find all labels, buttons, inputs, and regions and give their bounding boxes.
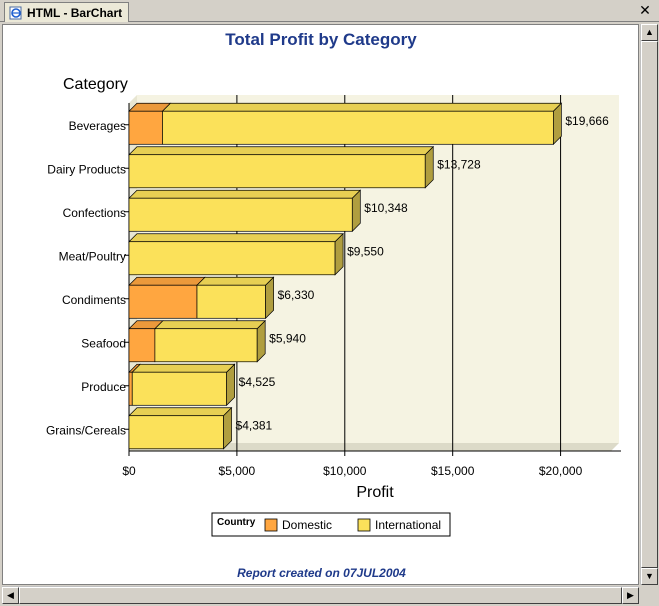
x-tick-label: $15,000 — [431, 464, 475, 478]
y-tick-label: Produce — [81, 380, 126, 394]
bar-side — [334, 232, 344, 276]
bar-domestic — [128, 328, 156, 363]
bar-international — [128, 241, 336, 276]
y-tick-label: Condiments — [62, 293, 126, 307]
bar-top-international — [196, 276, 275, 286]
tab-barchart[interactable]: HTML - BarChart — [4, 2, 130, 22]
y-tick-label: Seafood — [81, 336, 126, 350]
data-label: $19,666 — [565, 114, 609, 128]
y-tick-label: Dairy Products — [47, 162, 126, 176]
bar-international — [196, 284, 266, 319]
legend-title: Country — [217, 517, 256, 528]
chart-title: Total Profit by Category — [225, 30, 417, 49]
data-label: $9,550 — [347, 244, 384, 258]
bar-top-international — [131, 363, 236, 373]
ie-page-icon — [9, 6, 23, 20]
data-label: $13,728 — [437, 157, 481, 171]
legend-swatch-international — [357, 518, 371, 532]
bar-top-domestic — [128, 276, 206, 286]
bar-side — [424, 145, 434, 189]
tab-bar: HTML - BarChart ✕ — [0, 0, 659, 22]
legend-swatch-domestic — [264, 518, 278, 532]
y-tick-label: Confections — [63, 206, 126, 220]
bar-side — [553, 102, 562, 146]
data-label: $4,381 — [236, 418, 273, 432]
x-tick-label: $0 — [122, 464, 136, 478]
bar-international — [128, 415, 224, 450]
bar-side — [226, 363, 235, 407]
x-tick-label: $5,000 — [219, 464, 256, 478]
bar-side — [265, 276, 274, 320]
x-axis-label: Profit — [356, 484, 394, 501]
scroll-right-button[interactable]: ▶ — [622, 587, 639, 604]
data-label: $10,348 — [364, 201, 408, 215]
data-label: $5,940 — [269, 331, 306, 345]
vertical-scrollbar[interactable]: ▲ ▼ — [640, 24, 658, 585]
bar-top-international — [154, 320, 267, 330]
bar-top-international — [128, 407, 233, 417]
vertical-scroll-thumb[interactable] — [641, 41, 658, 568]
x-tick-label: $20,000 — [539, 464, 583, 478]
legend-entry: Domestic — [282, 518, 332, 532]
bar-international — [162, 110, 554, 145]
bar-international — [154, 328, 258, 363]
bar-domestic — [128, 371, 133, 406]
bar-international — [128, 197, 353, 232]
bar-domestic — [128, 284, 198, 319]
bar-top-international — [161, 102, 563, 112]
bar-international — [131, 371, 227, 406]
scrollbar-corner — [640, 586, 657, 603]
bar-international — [128, 154, 426, 189]
bar-side — [256, 319, 266, 363]
y-axis-label: Category — [63, 76, 128, 93]
y-tick-label: Grains/Cereals — [46, 423, 126, 437]
report-footer: Report created on 07JUL2004 — [237, 566, 406, 580]
tab-label: HTML - BarChart — [27, 5, 123, 20]
scroll-up-button[interactable]: ▲ — [641, 24, 658, 41]
y-tick-label: Meat/Poultry — [59, 249, 126, 263]
x-tick-label: $10,000 — [323, 464, 367, 478]
data-label: $4,525 — [239, 375, 276, 389]
legend-entry: International — [375, 518, 441, 532]
bar-top-international — [128, 146, 435, 156]
horizontal-scrollbar[interactable]: ◀ ▶ — [2, 586, 639, 604]
bar-chart: Total Profit by Category Category Profit $0… — [46, 30, 621, 537]
scroll-left-button[interactable]: ◀ — [2, 587, 19, 604]
scroll-down-button[interactable]: ▼ — [641, 568, 658, 585]
bar-top-international — [128, 233, 344, 243]
bar-side — [351, 189, 361, 233]
data-label: $6,330 — [278, 288, 315, 302]
close-icon[interactable]: ✕ — [639, 2, 651, 18]
horizontal-scroll-thumb[interactable] — [19, 587, 622, 604]
bar-domestic — [128, 110, 163, 145]
plot-floor — [129, 443, 619, 451]
bar-top-international — [128, 189, 362, 199]
report-content: Total Profit by Category Category Profit $0… — [2, 24, 639, 585]
y-tick-label: Beverages — [69, 119, 126, 133]
bar-side — [223, 406, 232, 450]
